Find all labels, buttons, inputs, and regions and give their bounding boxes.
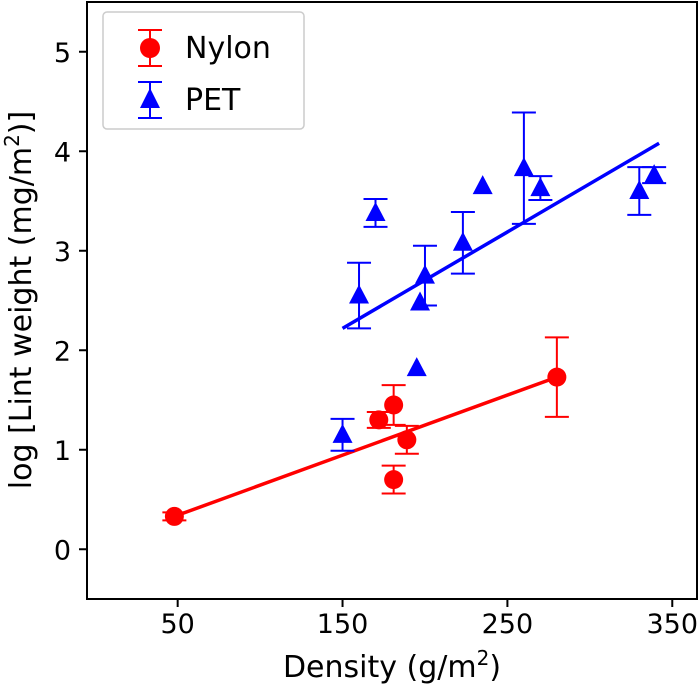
marker-triangle xyxy=(410,291,431,311)
x-axis-ticks: 50 150 250 350 xyxy=(160,599,698,640)
marker-triangle xyxy=(406,357,427,377)
marker-triangle xyxy=(414,264,435,284)
marker-circle xyxy=(384,470,404,490)
marker-circle xyxy=(369,410,389,430)
marker-triangle xyxy=(513,157,534,177)
y-axis-ticks: 0 1 2 3 4 5 xyxy=(54,38,87,566)
y-axis-label: log [Lint weight (mg/m2)] xyxy=(0,111,39,489)
marker-circle xyxy=(384,395,404,415)
data-point-pet xyxy=(412,244,437,307)
marker-circle xyxy=(397,430,417,450)
fit-line-nylon xyxy=(173,375,558,519)
legend-label-nylon: Nylon xyxy=(185,31,271,66)
y-tick-label: 1 xyxy=(54,436,71,467)
data-point-nylon xyxy=(394,424,419,455)
legend: Nylon PET xyxy=(102,11,305,130)
data-point-pet xyxy=(410,291,431,311)
x-tick-label: 250 xyxy=(482,609,534,640)
marker-triangle xyxy=(530,177,551,197)
marker-circle xyxy=(164,506,184,526)
y-tick-label: 5 xyxy=(54,38,71,69)
x-tick-label: 350 xyxy=(646,609,698,640)
data-point-pet xyxy=(472,175,493,195)
data-point-pet xyxy=(528,175,553,202)
data-point-pet xyxy=(363,198,388,228)
marker-triangle xyxy=(629,180,650,200)
data-point-pet xyxy=(450,210,475,275)
y-tick-label: 3 xyxy=(54,237,71,268)
data-point-pet xyxy=(330,417,355,452)
marker-triangle xyxy=(365,201,386,221)
data-point-pet xyxy=(642,164,667,185)
y-tick-label: 2 xyxy=(54,336,71,367)
legend-marker-nylon xyxy=(138,29,162,67)
marker-triangle xyxy=(332,423,353,443)
marker-triangle xyxy=(349,284,370,304)
data-point-nylon xyxy=(381,464,406,495)
legend-label-pet: PET xyxy=(185,83,241,118)
data-point-nylon xyxy=(366,410,391,430)
marker-circle xyxy=(547,367,567,387)
x-axis-label: Density (g/m2) xyxy=(283,646,501,685)
marker-triangle xyxy=(452,231,473,251)
fit-line-pet xyxy=(341,141,660,330)
plot-area xyxy=(162,111,667,526)
x-tick-label: 50 xyxy=(160,609,194,640)
data-point-nylon xyxy=(544,336,569,418)
marker-triangle xyxy=(472,175,493,195)
axes-frame xyxy=(86,1,698,600)
y-tick-label: 4 xyxy=(54,137,71,168)
data-point-pet xyxy=(406,357,427,377)
y-tick-label: 0 xyxy=(54,535,71,566)
data-point-pet xyxy=(511,111,536,225)
x-tick-label: 150 xyxy=(317,609,369,640)
data-point-pet xyxy=(627,166,652,216)
marker-triangle xyxy=(644,164,665,184)
data-point-nylon xyxy=(162,506,187,526)
legend-marker-pet xyxy=(138,81,162,119)
data-point-pet xyxy=(347,261,372,330)
